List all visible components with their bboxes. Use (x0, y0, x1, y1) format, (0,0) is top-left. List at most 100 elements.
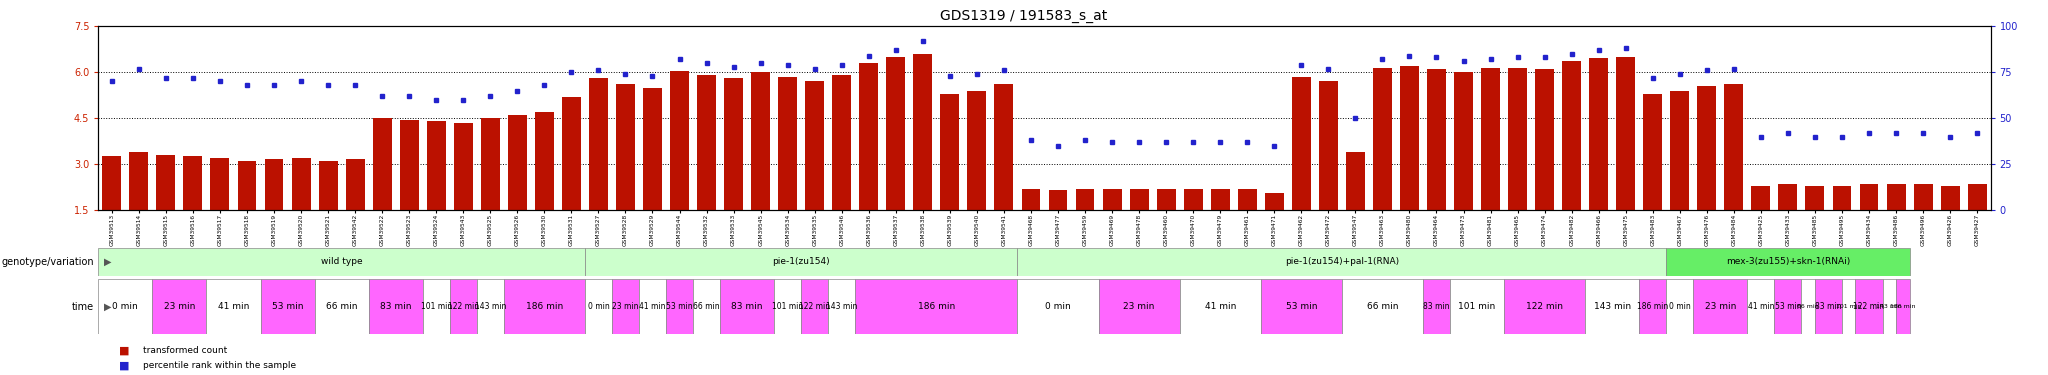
Bar (98, 248, 586, 276)
Text: 23 min: 23 min (1704, 302, 1737, 311)
Text: 101 min: 101 min (1835, 304, 1862, 309)
Bar (1341, 279, 1423, 334)
Text: 66 min: 66 min (692, 302, 721, 311)
Bar (98, 279, 152, 334)
Bar (1585, 279, 1638, 334)
Bar (477, 279, 504, 334)
Bar (1423, 279, 1450, 334)
Bar (725, 78, 743, 210)
Bar (504, 279, 586, 334)
Text: 53 min: 53 min (1774, 302, 1802, 311)
Bar (860, 63, 879, 210)
Text: GDS1319 / 191583_s_at: GDS1319 / 191583_s_at (940, 9, 1108, 23)
Bar (1563, 62, 1581, 210)
Bar (1184, 189, 1202, 210)
Bar (1180, 279, 1262, 334)
Bar (805, 81, 823, 210)
Bar (778, 77, 797, 210)
Bar (184, 156, 203, 210)
Bar (399, 120, 418, 210)
Bar (1694, 279, 1747, 334)
Bar (831, 75, 852, 210)
Bar (319, 161, 338, 210)
Text: 41 min: 41 min (217, 302, 250, 311)
Text: 53 min: 53 min (1286, 302, 1317, 311)
Bar (1319, 81, 1337, 210)
Bar (426, 121, 446, 210)
Bar (1507, 68, 1528, 210)
Bar (156, 155, 176, 210)
Text: 0 min: 0 min (588, 302, 610, 311)
Text: 0 min: 0 min (1044, 302, 1071, 311)
Bar (692, 279, 721, 334)
Text: 23 min: 23 min (164, 302, 195, 311)
Text: genotype/variation: genotype/variation (2, 256, 94, 267)
Bar (1913, 184, 1933, 210)
Bar (1102, 189, 1122, 210)
Bar (1638, 279, 1667, 334)
Bar (1815, 279, 1841, 334)
Text: 41 min: 41 min (639, 302, 666, 311)
Bar (207, 279, 260, 334)
Bar (152, 279, 207, 334)
Bar (1427, 69, 1446, 210)
Bar (1667, 279, 1694, 334)
Bar (481, 118, 500, 210)
Bar (696, 75, 717, 210)
Bar (451, 279, 477, 334)
Bar (1802, 279, 1815, 334)
Text: pie-1(zu154)+pal-1(RNA): pie-1(zu154)+pal-1(RNA) (1284, 257, 1399, 266)
Bar (1589, 58, 1608, 210)
Text: 83 min: 83 min (381, 302, 412, 311)
Bar (1262, 279, 1341, 334)
Text: 23 min: 23 min (612, 302, 639, 311)
Bar (561, 97, 582, 210)
Text: pie-1(zu154): pie-1(zu154) (772, 257, 829, 266)
Bar (1698, 86, 1716, 210)
Text: 53 min: 53 min (666, 302, 692, 311)
Text: 143 min: 143 min (825, 302, 858, 311)
Text: 186 min: 186 min (1890, 304, 1915, 309)
Bar (586, 279, 612, 334)
Bar (913, 54, 932, 210)
Bar (1751, 186, 1769, 210)
Bar (643, 87, 662, 210)
Text: 186 min: 186 min (918, 302, 954, 311)
Text: 143 min: 143 min (1593, 302, 1630, 311)
Text: 83 min: 83 min (1423, 302, 1450, 311)
Bar (1210, 189, 1229, 210)
Text: 0 min: 0 min (1669, 302, 1692, 311)
Text: percentile rank within the sample: percentile rank within the sample (143, 361, 297, 370)
Bar (1616, 57, 1634, 210)
Bar (1747, 279, 1774, 334)
Bar (827, 279, 856, 334)
Bar (1968, 184, 1987, 210)
Bar (670, 70, 688, 210)
Bar (508, 115, 526, 210)
Bar (422, 279, 451, 334)
Text: 83 min: 83 min (731, 302, 762, 311)
Text: 186 min: 186 min (1636, 302, 1669, 311)
Bar (1130, 189, 1149, 210)
Text: transformed count: transformed count (143, 346, 227, 355)
Bar (1157, 189, 1176, 210)
Text: 101 min: 101 min (420, 302, 453, 311)
Text: 41 min: 41 min (1747, 302, 1774, 311)
Text: 122 min: 122 min (1526, 302, 1563, 311)
Text: 66 min: 66 min (1798, 304, 1819, 309)
Bar (1346, 152, 1364, 210)
Bar (752, 72, 770, 210)
Text: 41 min: 41 min (1204, 302, 1235, 311)
Text: 66 min: 66 min (1366, 302, 1399, 311)
Bar (129, 152, 147, 210)
Bar (1481, 68, 1499, 210)
Bar (967, 91, 987, 210)
Bar (801, 279, 827, 334)
Bar (211, 158, 229, 210)
Text: 122 min: 122 min (799, 302, 829, 311)
Bar (1778, 184, 1798, 210)
Bar (887, 57, 905, 210)
Bar (666, 279, 692, 334)
Text: ■: ■ (119, 361, 129, 370)
Bar (369, 279, 422, 334)
